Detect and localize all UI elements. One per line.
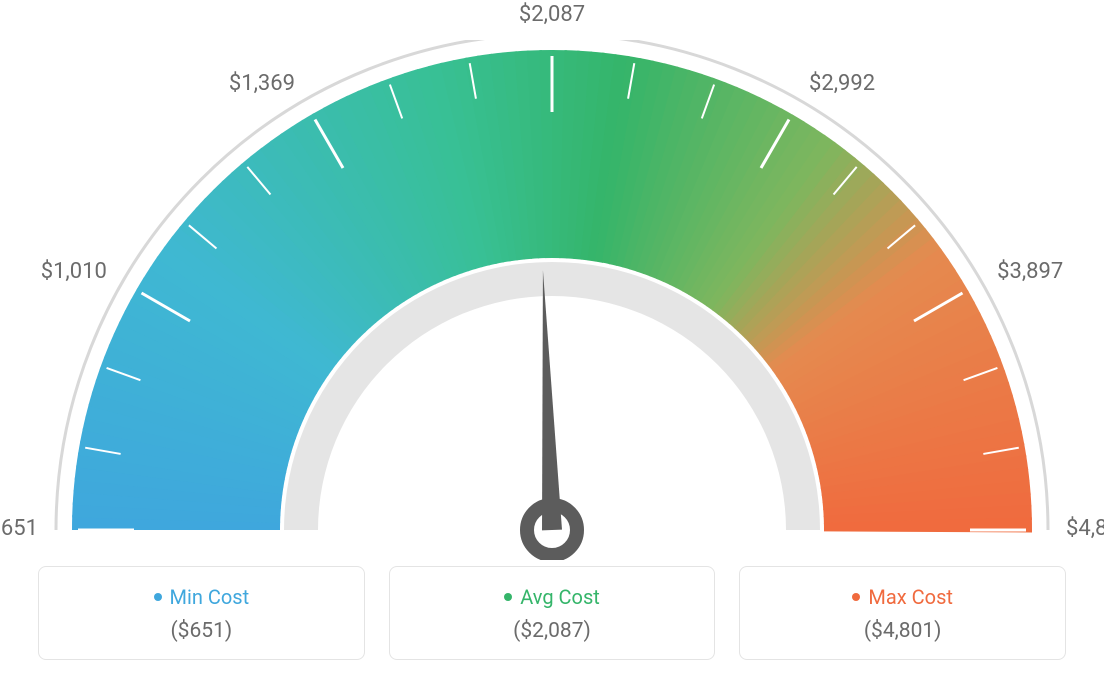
- tick-label-3: $2,087: [512, 2, 592, 27]
- legend-value-min: ($651): [49, 619, 354, 643]
- tick-label-0: $651: [0, 516, 38, 541]
- legend-row: Min Cost ($651) Avg Cost ($2,087) Max Co…: [38, 566, 1066, 660]
- gauge-area: $651 $1,010 $1,369 $2,087 $2,992 $3,897 $4,801: [0, 0, 1104, 560]
- legend-title-avg: Avg Cost: [504, 585, 600, 609]
- legend-value-max: ($4,801): [750, 619, 1055, 643]
- legend-title-min: Min Cost: [154, 585, 250, 609]
- legend-dot-avg: [504, 593, 512, 601]
- legend-card-min: Min Cost ($651): [38, 566, 365, 660]
- legend-label-min: Min Cost: [170, 585, 250, 609]
- legend-dot-min: [154, 593, 162, 601]
- tick-label-5: $3,897: [997, 259, 1063, 284]
- legend-label-avg: Avg Cost: [520, 585, 600, 609]
- chart-container: $651 $1,010 $1,369 $2,087 $2,992 $3,897 $4,801…: [0, 0, 1104, 690]
- legend-title-max: Max Cost: [852, 585, 953, 609]
- tick-label-2: $1,369: [215, 71, 295, 96]
- legend-dot-max: [852, 593, 860, 601]
- legend-label-max: Max Cost: [868, 585, 953, 609]
- tick-label-6: $4,801: [1066, 516, 1104, 541]
- legend-card-max: Max Cost ($4,801): [739, 566, 1066, 660]
- legend-card-avg: Avg Cost ($2,087): [389, 566, 716, 660]
- tick-label-1: $1,010: [27, 259, 107, 284]
- gauge-svg: [32, 40, 1072, 560]
- tick-label-4: $2,992: [809, 71, 875, 96]
- legend-value-avg: ($2,087): [400, 619, 705, 643]
